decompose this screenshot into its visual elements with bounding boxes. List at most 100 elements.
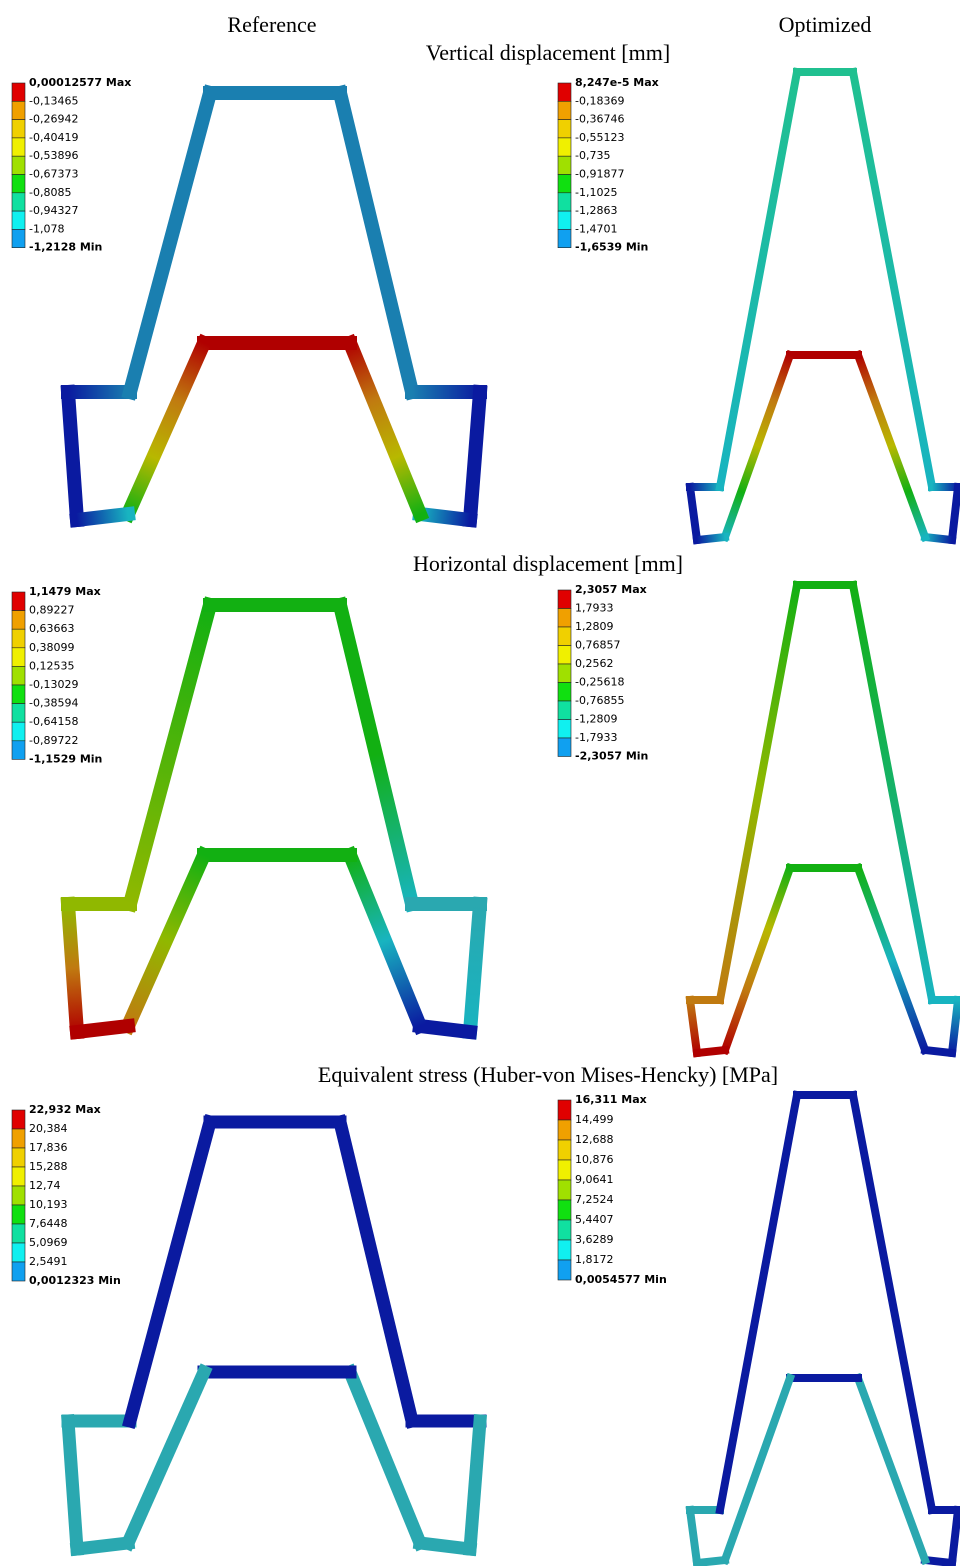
legend-swatch (12, 1148, 25, 1167)
model-edge (725, 355, 790, 537)
legend-swatch (558, 1240, 571, 1260)
legend-swatch (558, 1200, 571, 1220)
legend-swatch (12, 666, 25, 685)
model-edge (68, 1421, 77, 1549)
legend-label: -1,7933 (575, 731, 617, 744)
legend-swatch (12, 1224, 25, 1243)
legend-swatch (12, 1205, 25, 1224)
legend-label: 2,5491 (29, 1255, 68, 1268)
legend-label: 0,12535 (29, 659, 75, 672)
legend-swatch (12, 1129, 25, 1148)
legend-label: -0,36746 (575, 113, 624, 126)
legend-label: 5,0969 (29, 1236, 68, 1249)
legend-label: -0,67373 (29, 168, 78, 181)
legend-label: -0,64158 (29, 715, 78, 728)
model-edge (725, 1378, 790, 1560)
legend-swatch (558, 738, 571, 757)
legend-label: -0,26942 (29, 113, 78, 126)
legend-swatch (12, 193, 25, 211)
legend-label: -1,1529 Min (29, 752, 102, 765)
legend-label: 8,247e-5 Max (575, 76, 659, 89)
legend-label: -1,6539 Min (575, 241, 648, 254)
model-edge (690, 487, 697, 540)
legend-swatch (12, 1186, 25, 1205)
model-edge (952, 1000, 958, 1053)
model-edge (853, 1095, 932, 1510)
legend-label: 12,688 (575, 1133, 614, 1146)
legend-label: 10,193 (29, 1198, 68, 1211)
legend-label: 1,8172 (575, 1253, 614, 1266)
legend-label: -2,3057 Min (575, 750, 648, 763)
model-edge (952, 1510, 958, 1563)
legend-swatch (558, 1220, 571, 1240)
legend-swatch (558, 83, 571, 101)
fea-model (690, 585, 958, 1053)
model-edge (77, 1543, 128, 1549)
panel-title: Horizontal displacement [mm] (413, 551, 683, 576)
legend-swatch (12, 1110, 25, 1129)
legend-swatch (12, 83, 25, 101)
legend-swatch (12, 120, 25, 138)
legend-label: -0,40419 (29, 131, 78, 144)
legend-label: -0,25618 (575, 676, 624, 689)
legend-swatch (558, 609, 571, 628)
model-edge (853, 72, 932, 487)
legend-swatch (558, 1180, 571, 1200)
figure: Reference Optimized Vertical displacemen… (0, 0, 960, 1566)
legend-label: -0,53896 (29, 149, 78, 162)
panel-title: Vertical displacement [mm] (426, 40, 670, 65)
legend-swatch (12, 1243, 25, 1262)
legend-label: -0,8085 (29, 186, 71, 199)
legend-label: 22,932 Max (29, 1103, 101, 1116)
fea-model (690, 72, 958, 540)
model-edge (68, 392, 77, 520)
legend-swatch (558, 120, 571, 138)
legend: 16,311 Max14,49912,68810,8769,06417,2524… (558, 1093, 667, 1286)
legend-label: -0,18369 (575, 94, 624, 107)
legend-label: 2,3057 Max (575, 583, 647, 596)
model-edge (952, 487, 958, 540)
legend-label: -0,13029 (29, 678, 78, 691)
model-edge (697, 537, 725, 540)
legend-label: 0,0012323 Min (29, 1274, 121, 1287)
legend-label: -1,078 (29, 222, 64, 235)
legend-swatch (558, 1100, 571, 1120)
legend-label: 10,876 (575, 1153, 614, 1166)
legend-swatch (558, 101, 571, 119)
legend-label: 0,2562 (575, 657, 614, 670)
legend-swatch (558, 138, 571, 156)
legend: 2,3057 Max1,79331,28090,768570,2562-0,25… (558, 583, 648, 763)
legend-swatch (558, 229, 571, 247)
legend-label: -0,89722 (29, 734, 78, 747)
legend-swatch (558, 1120, 571, 1140)
legend-label: 0,38099 (29, 641, 75, 654)
model-edge (68, 904, 77, 1032)
legend-label: 3,6289 (575, 1233, 614, 1246)
legend-label: -1,2128 Min (29, 241, 102, 254)
legend-swatch (558, 590, 571, 609)
legend-swatch (12, 611, 25, 630)
model-edge (720, 72, 797, 487)
legend-label: -0,55123 (575, 131, 624, 144)
legend-label: -0,38594 (29, 697, 78, 710)
model-edge (77, 514, 128, 520)
legend-swatch (12, 704, 25, 723)
legend-swatch (558, 1140, 571, 1160)
legend-label: -0,13465 (29, 94, 78, 107)
legend-label: 0,89227 (29, 604, 75, 617)
legend-swatch (12, 592, 25, 611)
legend-label: 16,311 Max (575, 1093, 647, 1106)
legend-label: 7,2524 (575, 1193, 614, 1206)
legend-swatch (558, 1160, 571, 1180)
legend-label: -1,2863 (575, 204, 617, 217)
model-edge (720, 585, 797, 1000)
legend-swatch (558, 1260, 571, 1280)
legend-label: 20,384 (29, 1122, 68, 1135)
legend-swatch (12, 722, 25, 741)
legend-swatch (12, 648, 25, 667)
legend-swatch (558, 683, 571, 702)
legend-swatch (12, 101, 25, 119)
legend: 22,932 Max20,38417,83615,28812,7410,1937… (12, 1103, 121, 1287)
legend-label: -0,76855 (575, 694, 624, 707)
legend: 0,00012577 Max-0,13465-0,26942-0,40419-0… (12, 76, 131, 254)
